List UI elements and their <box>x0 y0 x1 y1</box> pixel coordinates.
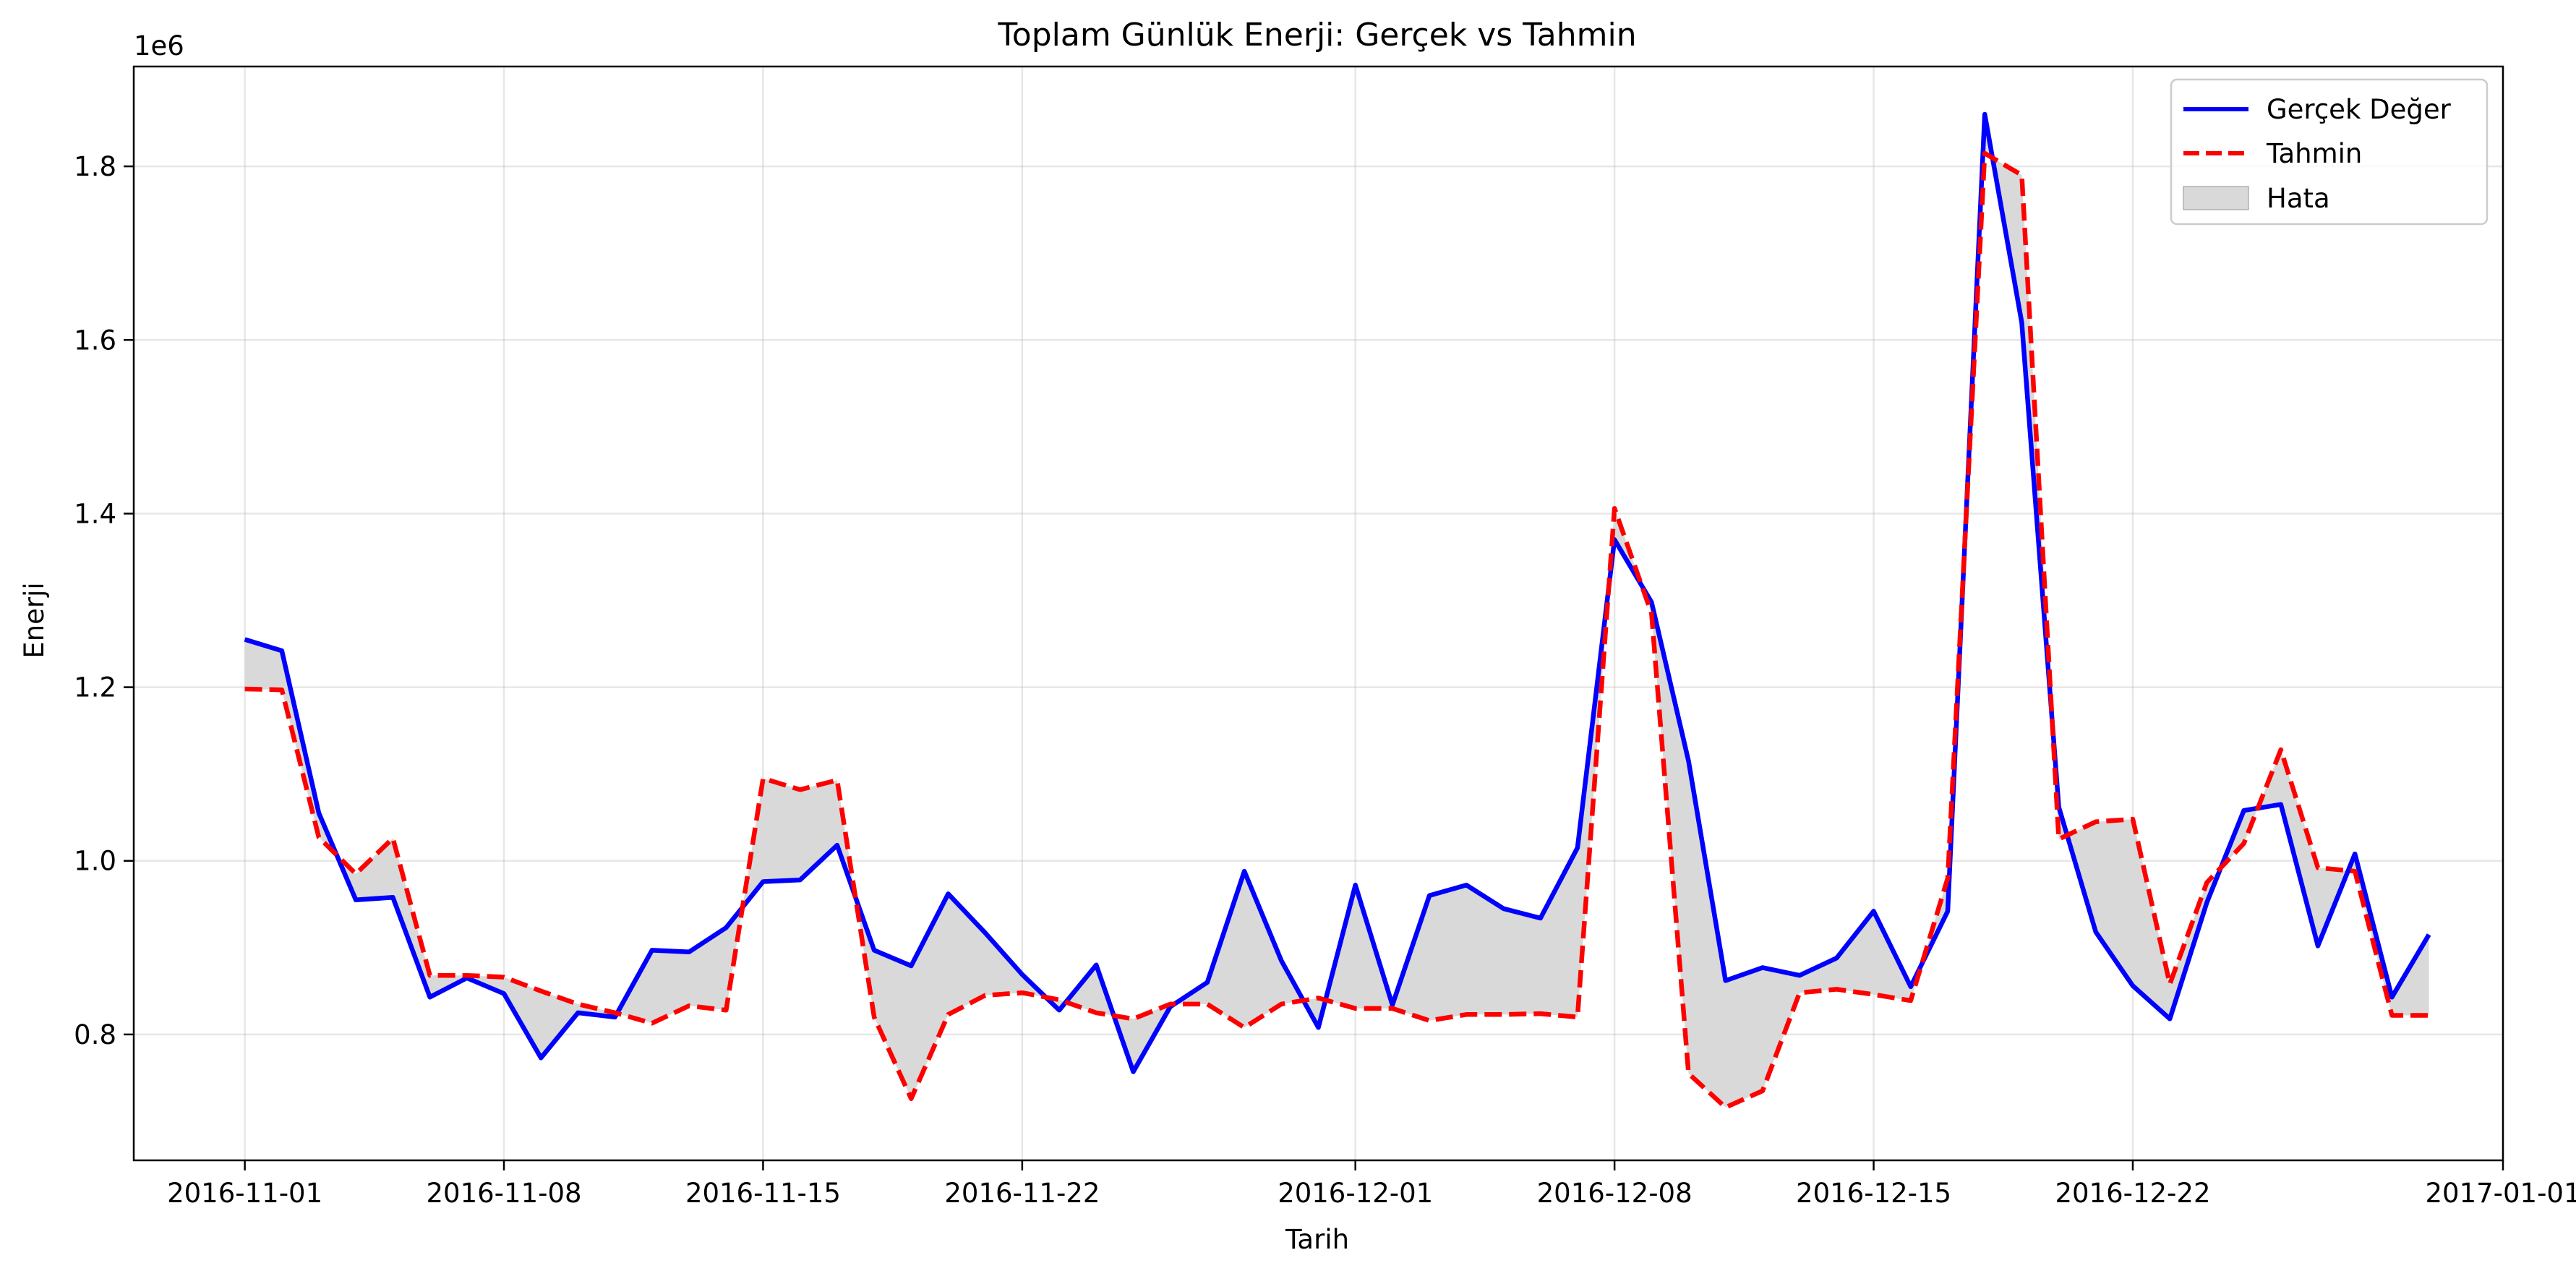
legend-swatch-error <box>2183 186 2249 210</box>
error-fill-layer <box>244 114 2429 1108</box>
x-tick-label: 2016-11-08 <box>427 1178 582 1209</box>
y-tick-label: 1.0 <box>74 846 116 877</box>
x-axis-label: Tarih <box>1285 1224 1349 1255</box>
series-layer <box>244 111 2431 1110</box>
legend: Gerçek Değer Tahmin Hata <box>2170 78 2489 226</box>
y-tick-label: 1.8 <box>74 151 116 182</box>
y-axis-label: Enerji <box>19 582 50 658</box>
x-tick-label: 2016-12-08 <box>1537 1178 1693 1209</box>
x-tick-label: 2017-01-01 <box>2425 1178 2576 1209</box>
x-tick-label: 2016-11-15 <box>685 1178 841 1209</box>
legend-label-forecast: Tahmin <box>2266 138 2362 169</box>
series-line-actual <box>244 111 2431 1074</box>
x-tick-label: 2016-11-01 <box>167 1178 322 1209</box>
y-tick-label: 1.4 <box>74 498 116 529</box>
plot-frame <box>132 65 2504 1162</box>
x-tick-label: 2016-12-01 <box>1278 1178 1433 1209</box>
legend-label-actual: Gerçek Değer <box>2267 94 2452 125</box>
x-tick-label: 2016-12-22 <box>2055 1178 2210 1209</box>
error-fill <box>244 114 2429 1108</box>
y-tick-label: 1.2 <box>74 672 116 703</box>
y-tick-label: 1.6 <box>74 325 116 356</box>
x-tick-label: 2016-12-15 <box>1796 1178 1951 1209</box>
y-axis-offset-label: 1e6 <box>134 30 184 61</box>
y-tick-label: 0.8 <box>74 1019 116 1050</box>
y-axis-ticks: 0.8 1.0 1.2 1.4 1.6 1.8 <box>74 151 134 1050</box>
x-tick-label: 2016-11-22 <box>944 1178 1100 1209</box>
x-axis-ticks: 2016-11-01 2016-11-08 2016-11-15 2016-11-22… <box>167 1160 2576 1209</box>
series-line-forecast <box>244 150 2429 1110</box>
legend-label-error: Hata <box>2267 183 2330 214</box>
chart-title: Toplam Günlük Enerji: Gerçek vs Tahmin <box>997 17 1636 53</box>
legend-frame <box>2170 78 2489 226</box>
